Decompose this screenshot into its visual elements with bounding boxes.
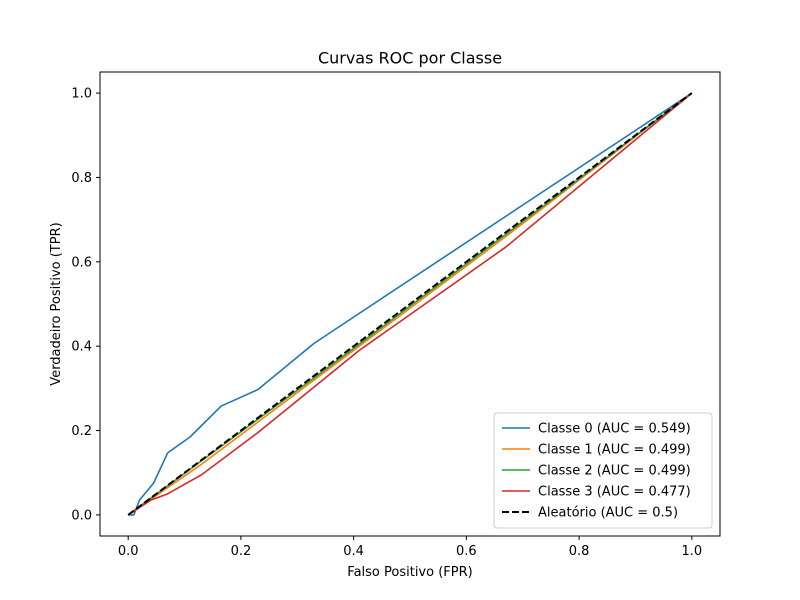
series-line-3 [127, 92, 693, 516]
legend-label: Aleatório (AUC = 0.5) [538, 506, 678, 521]
x-axis-label: Falso Positivo (FPR) [347, 565, 472, 580]
y-axis: 0.0 0.2 0.4 0.6 0.8 1.0 [71, 87, 100, 523]
x-tick-label: 0.4 [343, 544, 364, 559]
x-tick-label: 0.0 [118, 544, 139, 559]
legend-label: Classe 3 (AUC = 0.477) [538, 485, 691, 500]
legend-label: Classe 2 (AUC = 0.499) [538, 464, 691, 479]
legend-box [493, 412, 713, 529]
x-tick-label: 1.0 [681, 544, 702, 559]
x-axis: 0.0 0.2 0.4 0.6 0.8 1.0 [118, 536, 702, 559]
y-tick-label: 0.6 [71, 255, 92, 270]
x-tick-label: 0.8 [569, 544, 590, 559]
series-line-4 [127, 92, 693, 516]
legend: Classe 0 (AUC = 0.549) Classe 1 (AUC = 0.… [493, 412, 713, 529]
x-tick-label: 0.6 [456, 544, 477, 559]
legend-label: Classe 0 (AUC = 0.549) [538, 422, 691, 437]
chart-title: Curvas ROC por Classe [318, 49, 502, 68]
series-line-1 [127, 92, 693, 516]
y-tick-label: 1.0 [71, 87, 92, 102]
legend-label: Classe 1 (AUC = 0.499) [538, 443, 691, 458]
y-axis-label: Verdadeiro Positivo (TPR) [49, 222, 64, 385]
axes-frame [99, 71, 721, 537]
y-tick-label: 0.8 [71, 171, 92, 186]
y-tick-label: 0.2 [71, 424, 92, 439]
plot-area [99, 71, 721, 537]
x-tick-label: 0.2 [231, 544, 252, 559]
y-tick-label: 0.0 [71, 508, 92, 523]
series-layer [127, 92, 693, 516]
y-tick-label: 0.4 [71, 340, 92, 355]
